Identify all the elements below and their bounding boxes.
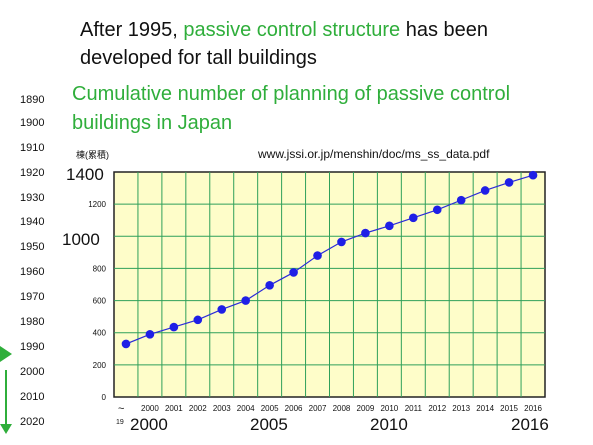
x-tick-label: 2009 (357, 404, 375, 413)
year-label: 1890 (20, 94, 45, 106)
year-label: 1910 (20, 142, 45, 154)
x-tick-emphasized: 2010 (370, 415, 408, 434)
year-label: 1990 (20, 341, 45, 353)
x-tick-label: 2008 (333, 404, 351, 413)
year-label: 1930 (20, 192, 45, 204)
x-tick-emphasized: 2016 (511, 415, 549, 434)
data-point (193, 315, 203, 325)
x-tick-emphasized: 2005 (250, 415, 288, 434)
x-tick-label: 2011 (405, 404, 423, 413)
data-point (528, 170, 538, 180)
y-tick-label: 400 (93, 329, 107, 338)
arrow-down-icon (0, 424, 12, 434)
x-tick-emphasized: 2000 (130, 415, 168, 434)
y-tick-emphasized: 1000 (62, 230, 100, 249)
x-tick-label: 2016 (524, 404, 542, 413)
year-label: 2010 (20, 391, 45, 403)
x-tick-label: 2013 (452, 404, 470, 413)
x-tick-label: 2015 (500, 404, 518, 413)
data-point (121, 339, 131, 349)
year-label: 2020 (20, 416, 45, 428)
data-point (480, 186, 490, 195)
y-tick-label: 1200 (88, 200, 106, 209)
data-point (241, 296, 250, 305)
data-point (289, 268, 298, 277)
data-point (337, 237, 346, 247)
x-tick-label: 2004 (237, 404, 255, 413)
year-label: 1920 (20, 167, 45, 179)
year-label: 2000 (20, 366, 45, 378)
data-point (217, 305, 227, 314)
data-point (456, 195, 466, 205)
data-point (313, 251, 322, 260)
y-tick-label: 600 (93, 297, 107, 306)
data-point (265, 281, 274, 290)
year-label: 1950 (20, 241, 45, 253)
x-tick-label: 2010 (380, 404, 398, 413)
heading-text-part1: After 1995, (80, 19, 184, 41)
data-point (145, 330, 155, 339)
slide-heading: After 1995, passive control structure ha… (80, 16, 580, 72)
chart-source: www.jssi.or.jp/menshin/doc/ms_ss_data.pd… (258, 147, 490, 161)
x-tick-label: 2001 (165, 404, 183, 413)
x-tick-label: 2005 (261, 404, 279, 413)
data-point (504, 178, 514, 187)
heading-text-part2: has been developed for tall buildings (80, 19, 489, 69)
year-label: 1970 (20, 291, 45, 303)
y-tick-label: 800 (93, 264, 107, 273)
year-label: 1960 (20, 266, 45, 278)
arrow-down-icon (5, 370, 7, 426)
y-tick-label: 0 (102, 393, 107, 402)
y-tick-label: 200 (93, 361, 107, 370)
y-tick-emphasized: 1400 (66, 165, 104, 184)
x-tick-label: 2006 (285, 404, 303, 413)
data-point (169, 322, 179, 332)
data-point (385, 221, 394, 231)
data-point (432, 205, 442, 215)
x-tick-label: 2000 (141, 404, 159, 413)
arrow-right-icon (0, 346, 12, 362)
x-tick-label: 2002 (189, 404, 207, 413)
x-tick-label: 2012 (428, 404, 446, 413)
x-tick-label: 2014 (476, 404, 494, 413)
chart-subtitle: Cumulative number of planning of passive… (72, 83, 511, 134)
heading-highlight: passive control structure (183, 19, 401, 41)
data-point (409, 213, 418, 223)
x-tick-tilde: ~ (118, 403, 125, 415)
year-label: 1980 (20, 316, 45, 328)
x-tick-label: 2007 (309, 404, 327, 413)
year-label: 1900 (20, 117, 45, 129)
year-label: 1940 (20, 216, 45, 228)
x-tick-tilde-sub: 19 (116, 419, 124, 426)
chart-unit-label: 棟(累積) (76, 150, 109, 160)
x-tick-label: 2003 (213, 404, 231, 413)
data-point (361, 228, 370, 238)
